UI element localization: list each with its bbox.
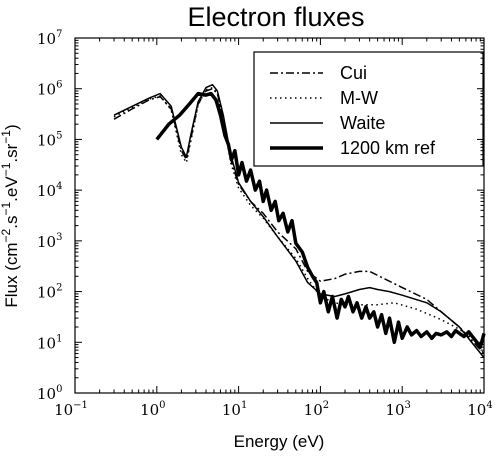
y-tick-label: 107 xyxy=(37,29,62,48)
y-axis-label: Flux (cm−2.s−1.eV−1.sr−1) xyxy=(0,124,21,307)
series-line-2 xyxy=(113,86,485,348)
x-tick-label: 103 xyxy=(385,400,410,419)
y-tick-label: 100 xyxy=(37,384,62,403)
legend-label-2: M-W xyxy=(340,88,378,108)
legend-label-4: 1200 km ref xyxy=(340,138,436,158)
y-tick-label: 106 xyxy=(37,80,62,99)
plot-series xyxy=(113,83,486,359)
x-tick-label: 101 xyxy=(222,400,247,419)
legend-label-3: Waite xyxy=(340,113,385,133)
plot-frame xyxy=(74,37,485,394)
y-tick-label: 104 xyxy=(37,181,62,200)
y-tick-label: 101 xyxy=(37,333,62,352)
legend: Cui M-W Waite 1200 km ref xyxy=(253,51,484,167)
y-tick-label: 105 xyxy=(37,130,62,149)
x-tick-label: 102 xyxy=(304,400,329,419)
series-line-3 xyxy=(113,83,485,359)
series-line-1 xyxy=(113,87,485,355)
y-tick-label: 102 xyxy=(37,283,62,302)
x-axis-label: Energy (eV) xyxy=(234,432,325,451)
y-axis-ticks: 100 101 102 103 104 105 106 107 xyxy=(37,29,484,403)
legend-box xyxy=(253,51,484,167)
x-tick-label: 10−1 xyxy=(54,400,88,419)
legend-label-1: Cui xyxy=(340,63,367,83)
y-tick-label: 103 xyxy=(37,232,62,251)
x-tick-label: 104 xyxy=(467,400,492,419)
chart-title: Electron fluxes xyxy=(187,2,364,32)
x-tick-label: 100 xyxy=(140,400,165,419)
x-axis-ticks: 10−1 100 101 102 103 104 xyxy=(54,38,493,419)
series-line-4 xyxy=(155,91,486,349)
